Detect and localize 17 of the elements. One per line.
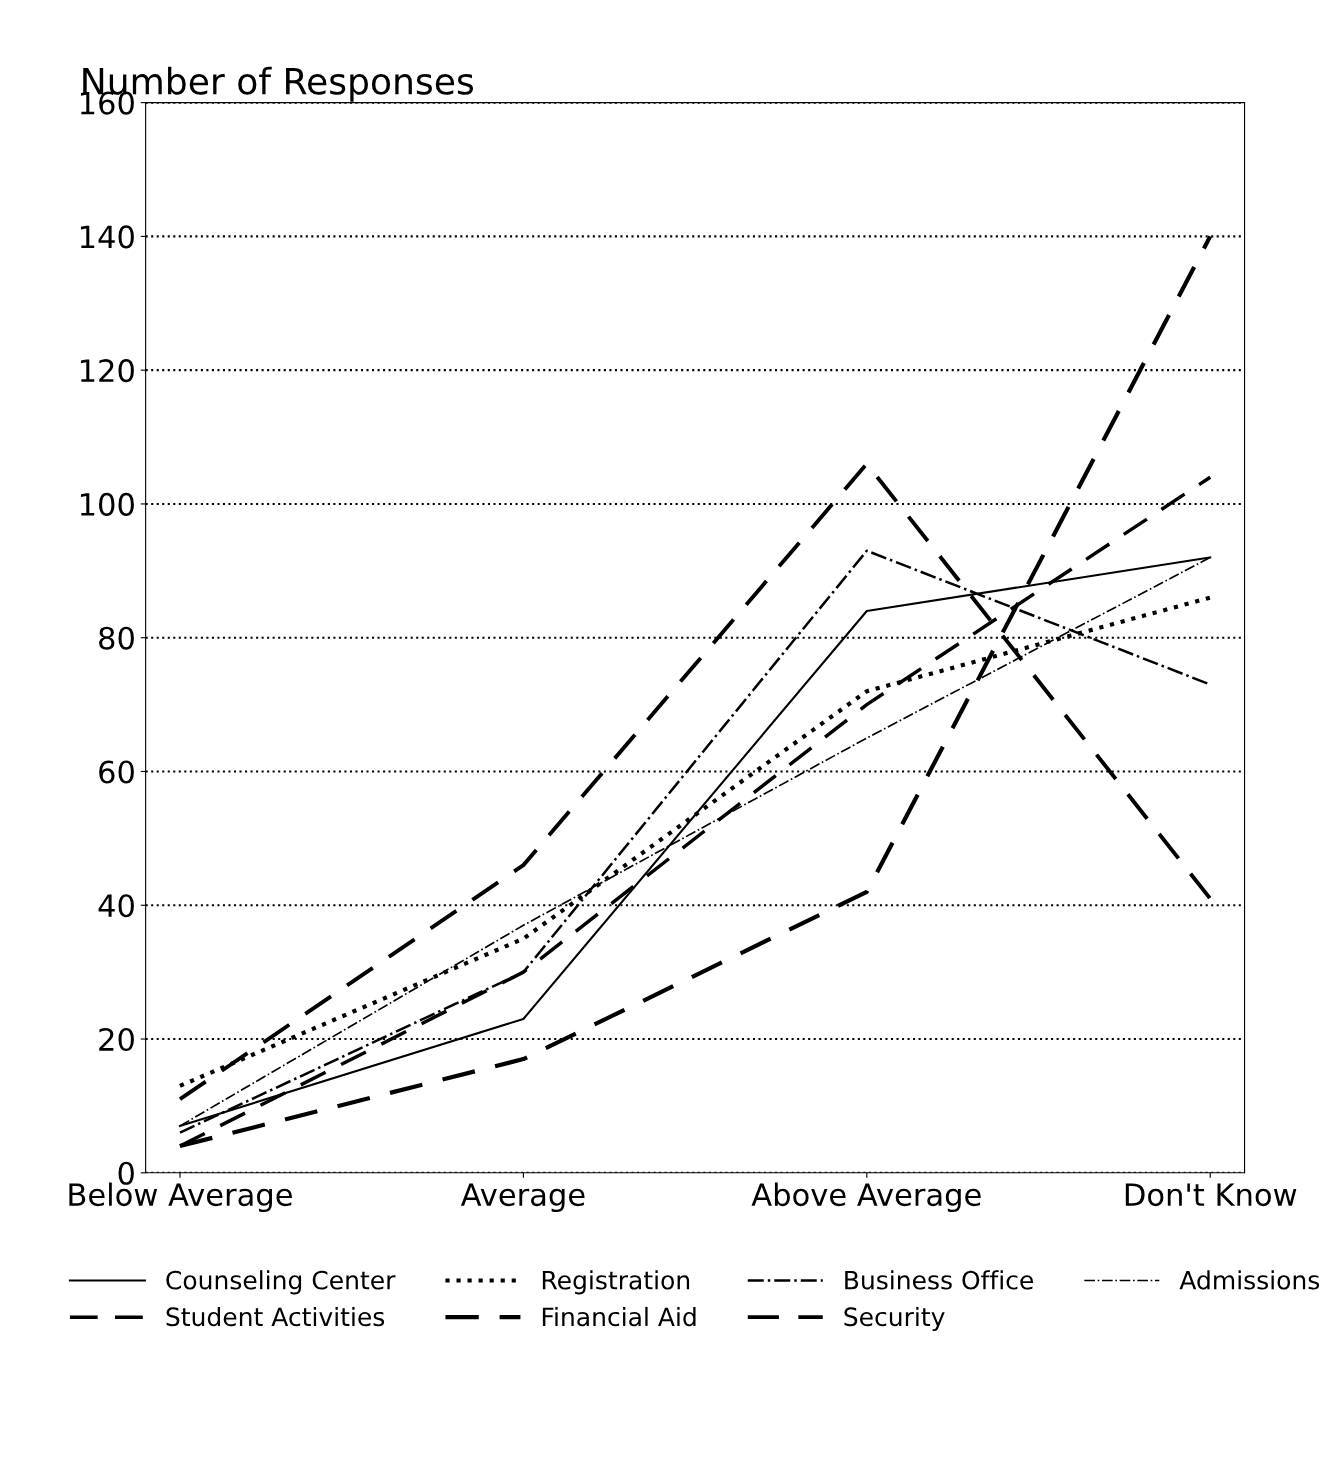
y-tick-label: 80 (99, 626, 134, 650)
y-tick-label: 120 (80, 359, 134, 383)
y-tick-label: 100 (80, 492, 134, 516)
y-tick-label: 60 (99, 760, 134, 784)
legend-label: Financial Aid (542, 1306, 696, 1327)
x-tick-label: Average (460, 1183, 585, 1213)
legend-label: Admissions (1179, 1270, 1320, 1290)
legend-label: Registration (542, 1270, 690, 1295)
x-tick-label: Don't Know (1125, 1183, 1297, 1207)
y-tick-label: 20 (99, 1027, 134, 1052)
x-tick-label: Above Average (751, 1182, 981, 1213)
legend-label: Business Office (845, 1270, 1033, 1290)
y-tick-label: 40 (98, 894, 134, 918)
legend-label: Security (844, 1306, 945, 1332)
y-tick-label: 140 (80, 225, 134, 249)
legend-label: Student Activities (166, 1306, 385, 1327)
legend-label: Counseling Center (166, 1270, 396, 1295)
